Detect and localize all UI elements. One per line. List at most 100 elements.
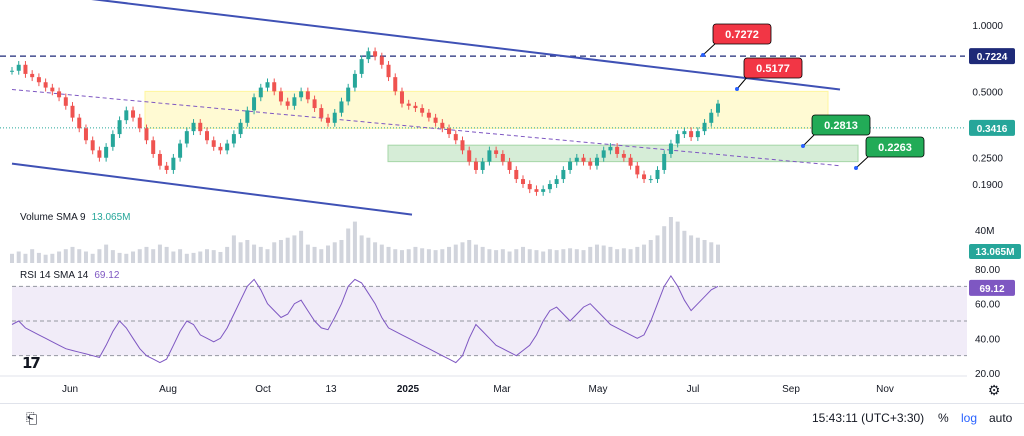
volume-bar — [568, 248, 573, 263]
tradingview-logo[interactable]: 17 — [22, 354, 41, 372]
volume-bar — [83, 251, 88, 263]
candle-body — [547, 184, 552, 190]
candle-body — [50, 87, 55, 92]
log-scale-toggle[interactable]: log — [961, 411, 978, 425]
candle-body — [406, 103, 411, 106]
candle-body — [527, 184, 532, 190]
volume-bar — [144, 246, 149, 263]
volume-bar — [702, 240, 707, 263]
volume-bar — [178, 249, 183, 263]
candle-body — [245, 110, 250, 123]
volume-bar — [238, 242, 243, 263]
volume-bar — [157, 244, 162, 263]
volume-bar — [30, 249, 35, 263]
annotation-anchor — [735, 87, 739, 91]
candle-body — [16, 64, 21, 71]
volume-bar — [373, 242, 378, 263]
volume-bar — [285, 237, 290, 263]
volume-bar — [339, 240, 344, 263]
candle-body — [151, 140, 156, 154]
annotation-callout[interactable] — [712, 23, 772, 45]
volume-bar — [574, 249, 579, 263]
rsi-legend-label: RSI 14 SMA 14 — [20, 270, 89, 281]
auto-scale-toggle[interactable]: auto — [989, 411, 1013, 425]
volume-bar — [608, 246, 613, 263]
settings-gear-icon[interactable]: ⚙ — [988, 383, 1001, 399]
candle-body — [399, 91, 404, 104]
candle-body — [447, 128, 452, 135]
rsi-tick-label: 60.00 — [975, 300, 1000, 311]
rsi-legend: RSI 14 SMA 14 69.12 — [20, 270, 119, 281]
volume-bar — [305, 244, 310, 263]
candle-body — [23, 64, 28, 74]
rsi-legend-value: 69.12 — [94, 270, 120, 281]
rsi-tick-label: 40.00 — [975, 334, 1000, 345]
volume-bar — [299, 230, 304, 263]
candle-body — [709, 112, 714, 123]
rsi-value-badge-bg — [969, 279, 1015, 296]
candle-body — [137, 117, 142, 129]
resistance-zone[interactable] — [144, 90, 829, 129]
candle-body — [467, 150, 472, 162]
channel-lower[interactable] — [11, 162, 413, 216]
candle-body — [675, 134, 680, 144]
candle-body — [184, 131, 189, 144]
current-price-badge: 0.3416 — [977, 124, 1008, 135]
candle-body — [110, 134, 115, 147]
volume-bar — [225, 246, 230, 263]
volume-bar — [447, 246, 452, 263]
candle-body — [326, 117, 331, 123]
annotation-label: 0.2263 — [878, 142, 912, 154]
percent-scale-toggle[interactable]: % — [938, 411, 949, 425]
chart-canvas[interactable]: 0.7272 0.5177 0.2813 0.2263 1.0000 0.5000 0.25… — [0, 0, 1024, 403]
volume-bar — [487, 249, 492, 263]
volume-value-badge: 13.065M — [976, 247, 1015, 258]
volume-bar — [319, 249, 324, 263]
candle-body — [211, 140, 216, 147]
candle-body — [453, 134, 458, 141]
volume-tick-label: 40M — [975, 226, 994, 237]
candle-body — [285, 101, 290, 106]
volume-bar — [507, 251, 512, 263]
volume-legend-value: 13.065M — [91, 212, 131, 223]
date-range-icon[interactable]: ⎗ — [26, 410, 38, 426]
volume-bar — [245, 240, 250, 263]
candle-body — [312, 99, 317, 109]
channel-upper[interactable] — [12, 0, 841, 91]
candle-body — [420, 108, 425, 113]
candle-body — [252, 97, 257, 111]
annotation-label: 0.2813 — [824, 120, 858, 132]
candle-body — [332, 112, 337, 123]
candle-body — [57, 91, 62, 98]
candle-body — [164, 165, 169, 170]
candle-body — [615, 146, 620, 154]
volume-bar — [561, 249, 566, 263]
volume-bar — [198, 251, 203, 263]
volume-bar — [655, 235, 660, 263]
annotation-anchor — [701, 53, 705, 57]
candle-body — [265, 82, 270, 88]
volume-bar — [366, 237, 371, 263]
volume-bar — [57, 251, 62, 263]
volume-bar — [218, 251, 223, 263]
annotation-callout[interactable] — [743, 57, 803, 79]
candle-body — [63, 97, 68, 106]
annotation-callout[interactable] — [865, 136, 925, 158]
candle-body — [231, 134, 236, 144]
rsi-tick-label: 80.00 — [975, 265, 1000, 276]
clock-timezone[interactable]: 15:43:11 (UTC+3:30) — [812, 411, 925, 425]
mid-trendline[interactable] — [11, 88, 841, 167]
support-zone[interactable] — [387, 144, 859, 163]
volume-bar — [36, 252, 41, 263]
annotation-callout[interactable] — [811, 114, 871, 136]
volume-bar — [514, 249, 519, 263]
candle-body — [534, 189, 539, 192]
volume-bar — [386, 246, 391, 263]
volume-bar — [662, 226, 667, 263]
volume-bar — [50, 253, 55, 263]
volume-bar — [547, 249, 552, 263]
level-price-badge: 0.7224 — [977, 52, 1008, 63]
volume-bar — [16, 251, 21, 263]
volume-bar — [399, 250, 404, 263]
candle-body — [171, 157, 176, 170]
